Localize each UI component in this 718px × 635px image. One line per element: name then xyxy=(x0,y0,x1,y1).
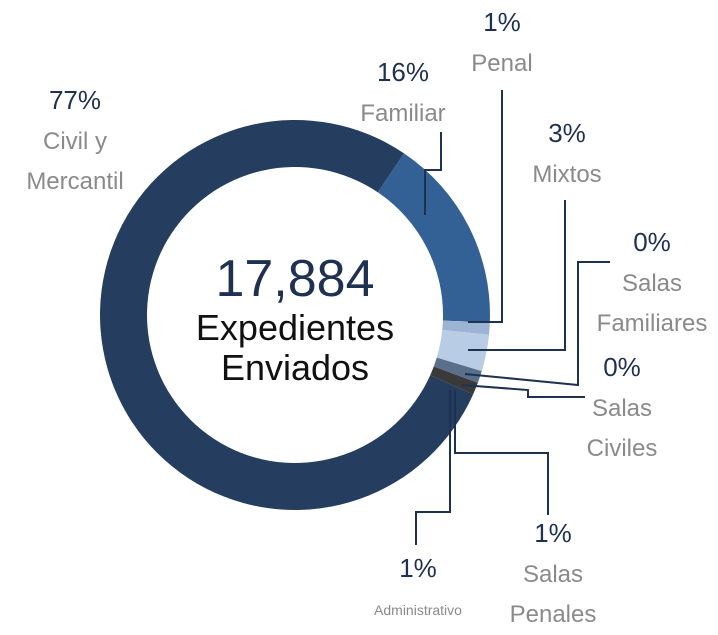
category-label: Salas Familiares xyxy=(596,270,708,337)
donut-slice xyxy=(377,153,491,323)
value-label: 3% xyxy=(548,118,586,148)
value-label: 1% xyxy=(483,7,521,37)
value-label: 16% xyxy=(376,57,430,87)
value-label: 1% xyxy=(534,518,572,548)
value-label: 0% xyxy=(603,352,641,382)
leader-line xyxy=(415,390,451,545)
category-label: Familiar xyxy=(360,100,446,127)
center-value: 17,884 xyxy=(215,250,375,308)
value-label: 0% xyxy=(633,227,671,257)
category-label: Administrativo xyxy=(374,602,462,618)
value-label: 77% xyxy=(48,85,102,115)
center-label: Expedientes Enviados xyxy=(195,307,395,388)
category-label: Penal xyxy=(471,50,533,77)
donut-slice xyxy=(436,330,489,372)
value-label: 1% xyxy=(399,553,437,583)
leader-line xyxy=(461,384,585,398)
leader-line xyxy=(468,90,503,323)
leader-line xyxy=(424,132,442,215)
donut-slice xyxy=(442,320,490,335)
leader-line xyxy=(454,390,549,515)
leader-line xyxy=(468,200,566,351)
donut-slice xyxy=(430,366,478,395)
center: 17,884 Expedientes Enviados xyxy=(165,250,425,388)
category-label: Salas Civiles xyxy=(586,395,658,462)
donut-slice xyxy=(433,357,482,383)
category-label: Salas Penales xyxy=(509,561,597,628)
category-label: Civil y Mercantil xyxy=(26,128,124,195)
category-label: Mixtos xyxy=(532,161,602,188)
leader-line xyxy=(464,261,610,387)
